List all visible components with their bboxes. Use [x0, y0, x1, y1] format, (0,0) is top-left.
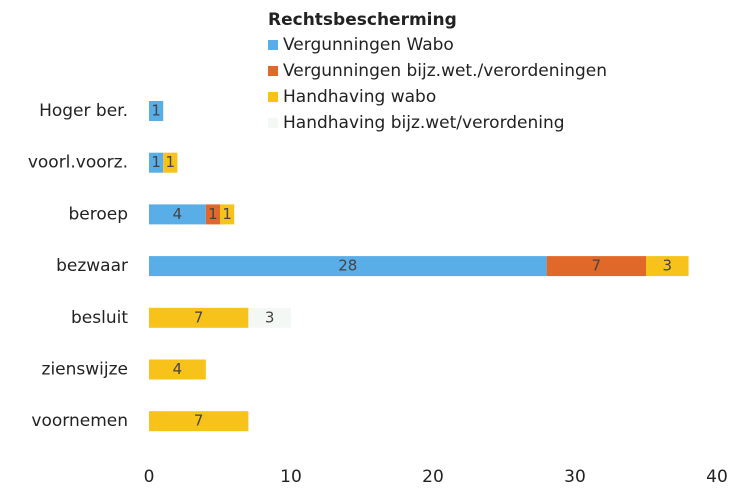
y-tick-label: Hoger ber.: [39, 101, 128, 121]
data-label: 4: [173, 205, 183, 223]
data-label: 1: [166, 153, 176, 171]
x-tick-label: 10: [280, 467, 302, 487]
bar-segment: [546, 256, 646, 277]
legend-label: Vergunningen Wabo: [283, 35, 454, 55]
legend-swatch: [268, 92, 278, 102]
y-tick-label: voornemen: [31, 411, 128, 431]
y-tick-label: beroep: [68, 204, 128, 224]
data-label: 7: [194, 412, 204, 430]
bar-segment: [149, 307, 249, 328]
legend-swatch: [268, 66, 278, 76]
legend-title: Rechtsbescherming: [268, 10, 457, 30]
y-tick-label: zienswijze: [42, 360, 128, 380]
data-label: 3: [265, 308, 275, 326]
data-label: 1: [222, 205, 232, 223]
y-tick-label: besluit: [71, 308, 128, 328]
data-label: 7: [592, 257, 602, 275]
data-label: 4: [173, 360, 183, 378]
bar-segment: [205, 204, 220, 225]
legend-swatch: [268, 118, 278, 128]
x-tick-label: 40: [706, 467, 728, 487]
bar-segment: [149, 152, 164, 173]
data-label: 3: [663, 257, 673, 275]
bar-segment: [149, 359, 206, 380]
data-label: 1: [151, 153, 161, 171]
x-tick-label: 0: [144, 467, 155, 487]
bar-segment: [149, 411, 249, 432]
legend-swatch: [268, 40, 278, 50]
x-tick-label: 20: [422, 467, 444, 487]
bar-segment: [163, 152, 178, 173]
bar-segment: [220, 204, 235, 225]
legend-label: Vergunningen bijz.wet./verordeningen: [283, 61, 607, 81]
bar-segment: [149, 204, 206, 225]
bar-segment: [646, 256, 689, 277]
bar-segment: [149, 256, 547, 277]
y-tick-label: voorl.voorz.: [28, 153, 128, 173]
data-label: 7: [194, 308, 204, 326]
y-tick-label: bezwaar: [56, 256, 128, 276]
data-label: 1: [151, 102, 161, 120]
bar-segment: [248, 307, 291, 328]
data-label: 1: [208, 205, 218, 223]
x-tick-label: 30: [564, 467, 586, 487]
legend-label: Handhaving bijz.wet/verordening: [283, 113, 565, 133]
bar-segment: [149, 101, 164, 121]
legend-label: Handhaving wabo: [283, 87, 436, 107]
data-label: 28: [338, 257, 357, 275]
